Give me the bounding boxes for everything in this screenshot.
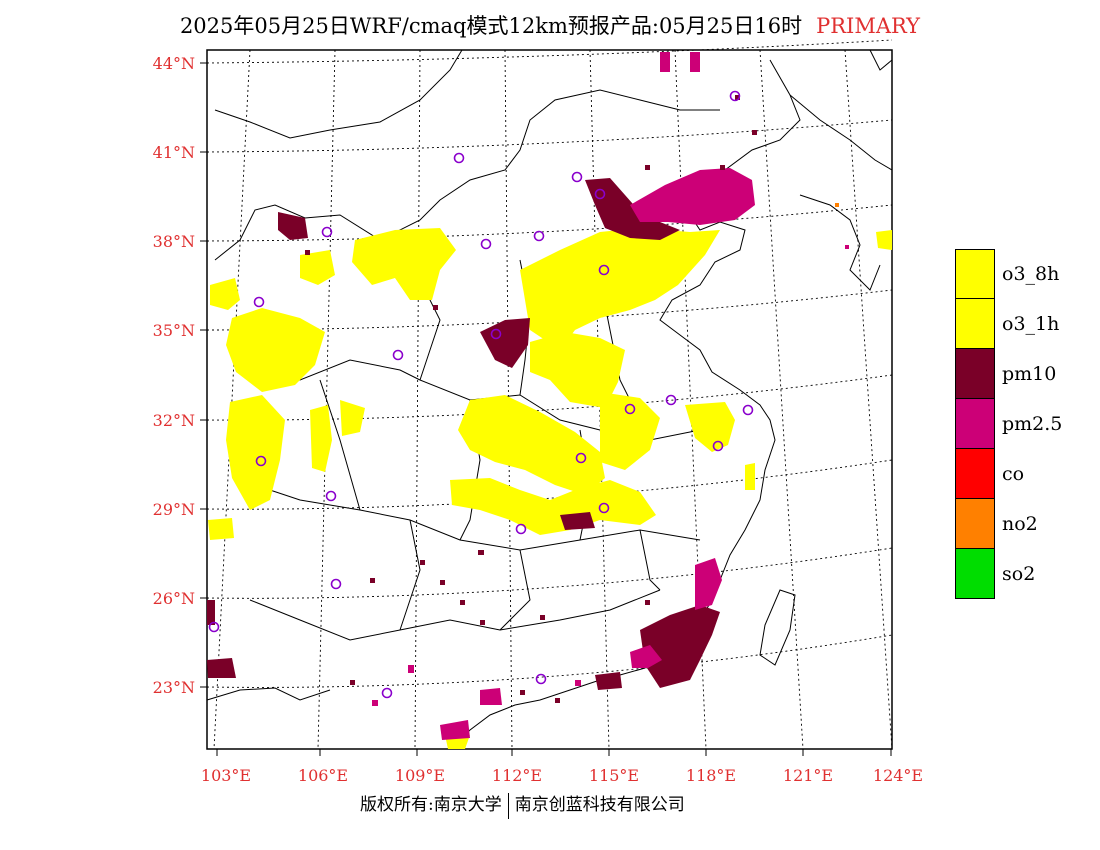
lon-label-103: 103°E <box>201 766 251 785</box>
lon-axis: 103°E 106°E 109°E 112°E 115°E 118°E 121°… <box>201 766 923 785</box>
lat-label-44: 44°N <box>153 54 195 73</box>
legend-swatch <box>955 349 995 399</box>
title-main: 2025年05月25日WRF/cmaq模式12km预报产品:05月25日16时 <box>179 14 803 38</box>
legend-swatch <box>955 499 995 549</box>
station-markers <box>208 90 754 699</box>
lat-label-26: 26°N <box>153 589 195 608</box>
lat-label-32: 32°N <box>153 411 195 430</box>
legend-label: o3_8h <box>1002 263 1060 285</box>
legend-label: pm10 <box>1002 363 1057 385</box>
lat-label-41: 41°N <box>153 143 195 162</box>
lat-label-23: 23°N <box>153 678 195 697</box>
lon-label-115: 115°E <box>589 766 639 785</box>
lon-label-118: 118°E <box>686 766 736 785</box>
legend-swatch <box>955 549 995 599</box>
legend-swatch <box>955 399 995 449</box>
lat-axis: 44°N 41°N 38°N 35°N 32°N 29°N 26°N 23°N <box>153 54 195 697</box>
legend-label: pm2.5 <box>1002 413 1063 435</box>
legend-label: so2 <box>1002 563 1036 585</box>
map-frame <box>206 49 893 750</box>
copyright-owner: 版权所有:南京大学 <box>360 795 502 815</box>
legend-label: o3_1h <box>1002 313 1060 335</box>
pm25-regions <box>440 52 755 740</box>
legend-label: co <box>1002 463 1025 485</box>
legend-swatch <box>955 299 995 349</box>
lat-ticks <box>200 62 207 688</box>
legend-swatch <box>955 249 995 299</box>
copyright-separator <box>507 792 509 819</box>
scattered-cells <box>305 95 849 706</box>
lon-label-106: 106°E <box>298 766 348 785</box>
map-title: 2025年05月25日WRF/cmaq模式12km预报产品:05月25日16时 P… <box>0 10 1100 40</box>
title-suffix: PRIMARY <box>816 14 921 38</box>
lat-label-38: 38°N <box>153 232 195 251</box>
lon-label-121: 121°E <box>783 766 833 785</box>
graticule <box>206 39 893 750</box>
copyright-company: 南京创蓝科技有限公司 <box>514 795 685 815</box>
lon-label-124: 124°E <box>873 766 923 785</box>
lat-label-29: 29°N <box>153 500 195 519</box>
lat-label-35: 35°N <box>153 321 195 340</box>
ozone-regions <box>208 228 892 749</box>
copyright: 版权所有:南京大学 南京创蓝科技有限公司 <box>360 790 685 819</box>
lon-ticks <box>216 749 892 756</box>
legend-label: no2 <box>1002 513 1038 535</box>
lon-label-112: 112°E <box>492 766 542 785</box>
legend-swatch <box>955 449 995 499</box>
lon-label-109: 109°E <box>395 766 445 785</box>
